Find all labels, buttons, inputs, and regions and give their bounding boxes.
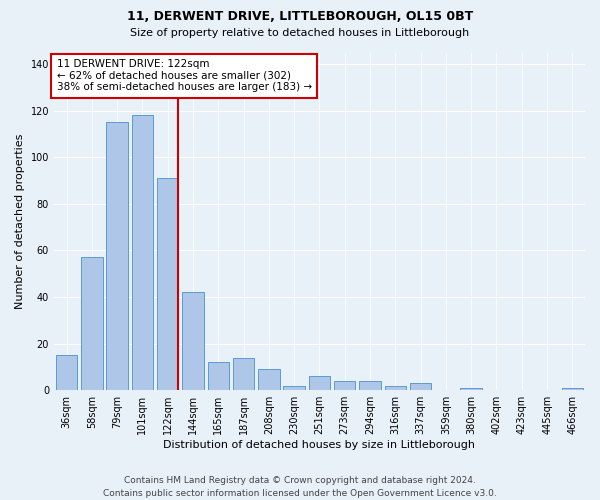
Bar xyxy=(157,178,178,390)
Bar xyxy=(182,292,204,390)
Bar xyxy=(359,381,381,390)
Bar xyxy=(460,388,482,390)
Bar xyxy=(410,383,431,390)
Bar xyxy=(562,388,583,390)
Bar xyxy=(334,381,355,390)
Bar xyxy=(208,362,229,390)
Bar xyxy=(131,116,153,390)
Bar xyxy=(233,358,254,390)
Bar xyxy=(309,376,330,390)
Bar xyxy=(56,356,77,390)
Bar xyxy=(283,386,305,390)
Bar xyxy=(385,386,406,390)
X-axis label: Distribution of detached houses by size in Littleborough: Distribution of detached houses by size … xyxy=(163,440,475,450)
Bar xyxy=(81,258,103,390)
Y-axis label: Number of detached properties: Number of detached properties xyxy=(15,134,25,309)
Text: Size of property relative to detached houses in Littleborough: Size of property relative to detached ho… xyxy=(130,28,470,38)
Text: 11, DERWENT DRIVE, LITTLEBOROUGH, OL15 0BT: 11, DERWENT DRIVE, LITTLEBOROUGH, OL15 0… xyxy=(127,10,473,23)
Bar xyxy=(106,122,128,390)
Text: Contains HM Land Registry data © Crown copyright and database right 2024.
Contai: Contains HM Land Registry data © Crown c… xyxy=(103,476,497,498)
Bar xyxy=(258,369,280,390)
Text: 11 DERWENT DRIVE: 122sqm
← 62% of detached houses are smaller (302)
38% of semi-: 11 DERWENT DRIVE: 122sqm ← 62% of detach… xyxy=(56,60,311,92)
